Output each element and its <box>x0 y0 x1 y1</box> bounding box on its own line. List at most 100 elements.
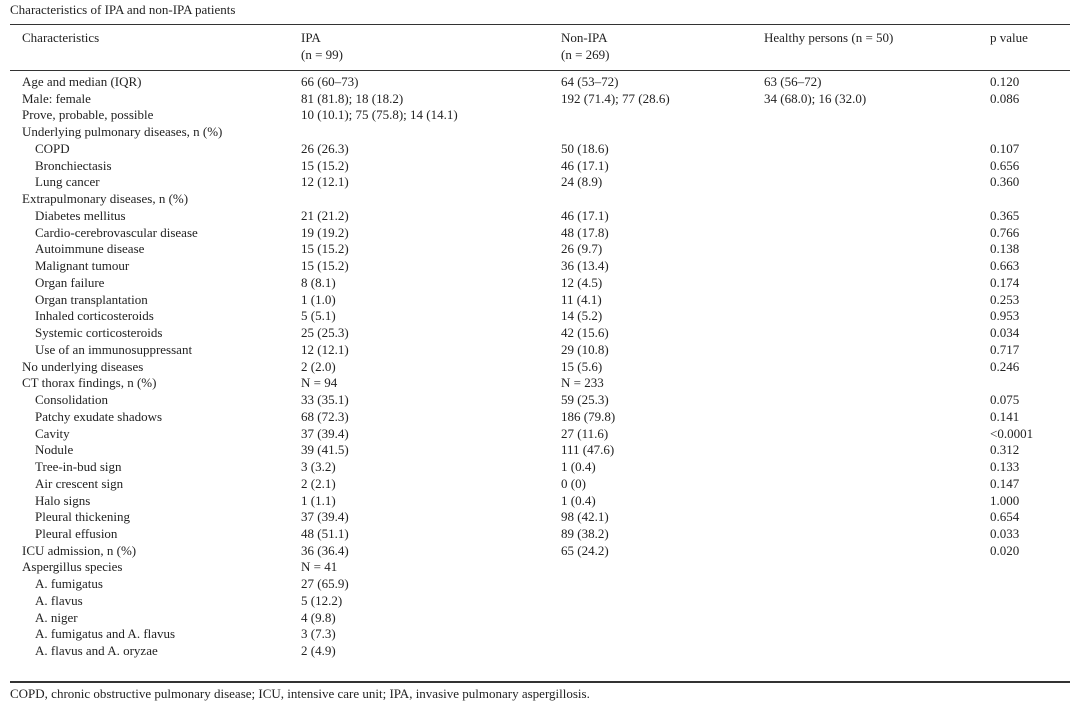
table-cell: 192 (71.4); 77 (28.6) <box>561 90 670 106</box>
row-label: Extrapulmonary diseases, n (%) <box>22 191 189 207</box>
table-cell: 1.000 <box>990 492 1020 508</box>
table-cell: 0.663 <box>990 258 1020 274</box>
table-cell: 0.086 <box>990 90 1020 106</box>
table-cell: 12 (4.5) <box>561 274 603 290</box>
table-cell: N = 41 <box>301 559 338 575</box>
table-cell: 29 (10.8) <box>561 341 609 357</box>
row-label: ICU admission, n (%) <box>22 542 137 558</box>
row-label: No underlying diseases <box>22 358 144 374</box>
row-label: A. flavus <box>35 592 83 608</box>
header-cell: IPA <box>301 30 321 45</box>
table-cell: 5 (12.2) <box>301 592 343 608</box>
table-title: Characteristics of IPA and non-IPA patie… <box>10 2 236 17</box>
row-label: COPD <box>35 140 70 156</box>
table-cell: 15 (15.2) <box>301 157 349 173</box>
table-cell: 37 (39.4) <box>301 425 349 441</box>
row-label: Malignant tumour <box>35 258 130 274</box>
table-cell: 1 (0.4) <box>561 459 596 475</box>
row-label: A. fumigatus <box>35 576 103 592</box>
header-cell: p value <box>990 30 1028 45</box>
row-label: A. flavus and A. oryzae <box>35 643 158 659</box>
table-cell: 46 (17.1) <box>561 207 609 223</box>
row-label: CT thorax findings, n (%) <box>22 375 157 391</box>
table-cell: 39 (41.5) <box>301 442 349 458</box>
table-cell: 10 (10.1); 75 (75.8); 14 (14.1) <box>301 107 458 123</box>
table-cell: 81 (81.8); 18 (18.2) <box>301 90 404 106</box>
table-cell: 3 (7.3) <box>301 626 336 642</box>
table-cell: 0.766 <box>990 224 1020 240</box>
table-cell: 3 (3.2) <box>301 459 336 475</box>
table-cell: 0.034 <box>990 325 1020 341</box>
row-label: Autoimmune disease <box>35 241 145 257</box>
table-cell: 37 (39.4) <box>301 509 349 525</box>
table-cell: 0.075 <box>990 392 1020 408</box>
row-label: Prove, probable, possible <box>22 107 154 123</box>
table-cell: 24 (8.9) <box>561 174 603 190</box>
table-cell: 66 (60–73) <box>301 74 359 89</box>
table-cell: 26 (9.7) <box>561 241 603 257</box>
table-cell: 1 (0.4) <box>561 492 596 508</box>
row-label: Tree-in-bud sign <box>35 459 122 475</box>
row-label: Consolidation <box>35 392 108 408</box>
row-label: Use of an immunosuppressant <box>35 341 193 357</box>
table-cell: 89 (38.2) <box>561 525 609 541</box>
table-cell: 36 (13.4) <box>561 258 609 274</box>
table-cell: 63 (56–72) <box>764 74 822 89</box>
row-label: Male: female <box>22 90 91 106</box>
header-cell: (n = 99) <box>301 47 343 62</box>
table-cell: 0.120 <box>990 74 1020 89</box>
bottom-rule <box>10 681 1070 683</box>
table-cell: <0.0001 <box>990 425 1034 441</box>
table-cell: 65 (24.2) <box>561 542 609 558</box>
table-cell: 27 (11.6) <box>561 425 609 441</box>
row-label: Cardio-cerebrovascular disease <box>35 224 198 240</box>
table-cell: 0.246 <box>990 358 1020 374</box>
row-label: Nodule <box>35 442 74 458</box>
table-cell: 68 (72.3) <box>301 408 349 424</box>
row-label: Underlying pulmonary diseases, n (%) <box>22 124 223 140</box>
table-cell: 25 (25.3) <box>301 325 349 341</box>
table-cell: 15 (5.6) <box>561 358 603 374</box>
row-label: Halo signs <box>35 492 91 508</box>
table-cell: 0.953 <box>990 308 1020 324</box>
table-cell: 0.141 <box>990 408 1020 424</box>
table-cell: 59 (25.3) <box>561 392 609 408</box>
table-cell: 15 (15.2) <box>301 241 349 257</box>
header-cell: Non-IPA <box>561 30 608 45</box>
table-cell: 26 (26.3) <box>301 140 349 156</box>
table-cell: 2 (2.0) <box>301 358 336 374</box>
table-cell: N = 233 <box>561 375 604 391</box>
table-cell: N = 94 <box>301 375 338 391</box>
table-cell: 34 (68.0); 16 (32.0) <box>764 90 867 106</box>
header-cell: Healthy persons (n = 50) <box>764 30 894 45</box>
row-label: Aspergillus species <box>22 559 123 575</box>
table-cell: 0.717 <box>990 341 1020 357</box>
table-cell: 15 (15.2) <box>301 258 349 274</box>
row-label: Patchy exudate shadows <box>35 408 163 424</box>
table-cell: 0.174 <box>990 274 1020 290</box>
row-label: Lung cancer <box>35 174 100 190</box>
table-cell: 0.365 <box>990 207 1020 223</box>
table-cell: 46 (17.1) <box>561 157 609 173</box>
table-cell: 5 (5.1) <box>301 308 336 324</box>
table-cell: 0.133 <box>990 459 1020 475</box>
header-rule <box>10 70 1070 71</box>
table-cell: 0.360 <box>990 174 1020 190</box>
table-cell: 1 (1.0) <box>301 291 336 307</box>
table-cell: 19 (19.2) <box>301 224 349 240</box>
table-cell: 0.656 <box>990 157 1020 173</box>
row-label: Age and median (IQR) <box>22 74 142 89</box>
table-cell: 0 (0) <box>561 475 586 491</box>
row-label: Air crescent sign <box>35 475 124 491</box>
table-cell: 14 (5.2) <box>561 308 603 324</box>
table-cell: 64 (53–72) <box>561 74 619 89</box>
header-cell: (n = 269) <box>561 47 610 62</box>
table-cell: 0.033 <box>990 525 1020 541</box>
table-cell: 1 (1.1) <box>301 492 336 508</box>
table-cell: 21 (21.2) <box>301 207 349 223</box>
table-cell: 2 (2.1) <box>301 475 336 491</box>
row-label: Pleural effusion <box>35 525 118 541</box>
table-cell: 11 (4.1) <box>561 291 602 307</box>
footnote: COPD, chronic obstructive pulmonary dise… <box>10 686 590 701</box>
